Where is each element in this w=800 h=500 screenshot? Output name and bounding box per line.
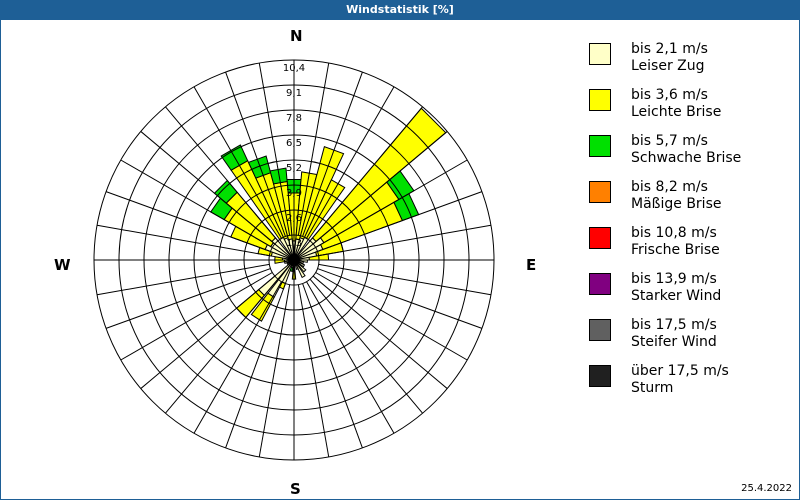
ring-label: 2,6 [286, 213, 302, 224]
legend-swatch [589, 227, 611, 249]
ring-label: 3,9 [286, 188, 302, 199]
ring-label: 6,5 [286, 138, 302, 149]
compass-north: N [290, 27, 303, 45]
legend-range: bis 5,7 m/s [631, 133, 708, 149]
legend-label: Steifer Wind [631, 334, 717, 350]
wind-sector-bar [250, 292, 275, 322]
legend-label: Frische Brise [631, 242, 720, 258]
ring-labels: 1,3 2,6 3,9 5,2 6,5 7,8 9,1 10,4 [283, 63, 305, 249]
legend-swatch [589, 319, 611, 341]
ring-label: 9,1 [286, 88, 302, 99]
legend-swatch [589, 365, 611, 387]
legend-range: bis 10,8 m/s [631, 225, 717, 241]
wind-sector-bar [299, 146, 345, 240]
ring-label: 10,4 [283, 63, 305, 74]
legend-label: Schwache Brise [631, 150, 742, 166]
chart-title: Windstatistik [%] [0, 0, 800, 20]
compass-west: W [54, 256, 71, 274]
legend-swatch [589, 135, 611, 157]
wind-sector-bar [247, 155, 272, 179]
legend-range: bis 3,6 m/s [631, 87, 708, 103]
legend-label: Leiser Zug [631, 58, 705, 74]
legend-range: bis 17,5 m/s [631, 317, 717, 333]
ring-label: 7,8 [286, 113, 302, 124]
legend-range: bis 2,1 m/s [631, 41, 708, 57]
wind-rose-bars [210, 107, 447, 322]
ring-label: 1,3 [286, 238, 302, 249]
compass-east: E [526, 256, 537, 274]
legend-range: über 17,5 m/s [631, 363, 729, 379]
legend-label: Starker Wind [631, 288, 722, 304]
legend-swatch [589, 89, 611, 111]
legend-range: bis 8,2 m/s [631, 179, 708, 195]
compass-south: S [290, 480, 301, 498]
legend-swatch [589, 181, 611, 203]
legend-label: Mäßige Brise [631, 196, 722, 212]
date-stamp: 25.4.2022 [741, 483, 792, 494]
legend-swatch [589, 273, 611, 295]
legend-range: bis 13,9 m/s [631, 271, 717, 287]
legend-label: Leichte Brise [631, 104, 722, 120]
wind-sector-bar [269, 167, 288, 185]
ring-label: 5,2 [286, 163, 302, 174]
legend-label: Sturm [631, 380, 674, 396]
wind-rose-grid [93, 59, 495, 461]
legend-swatch [589, 43, 611, 65]
wind-sector-bar [274, 259, 286, 264]
